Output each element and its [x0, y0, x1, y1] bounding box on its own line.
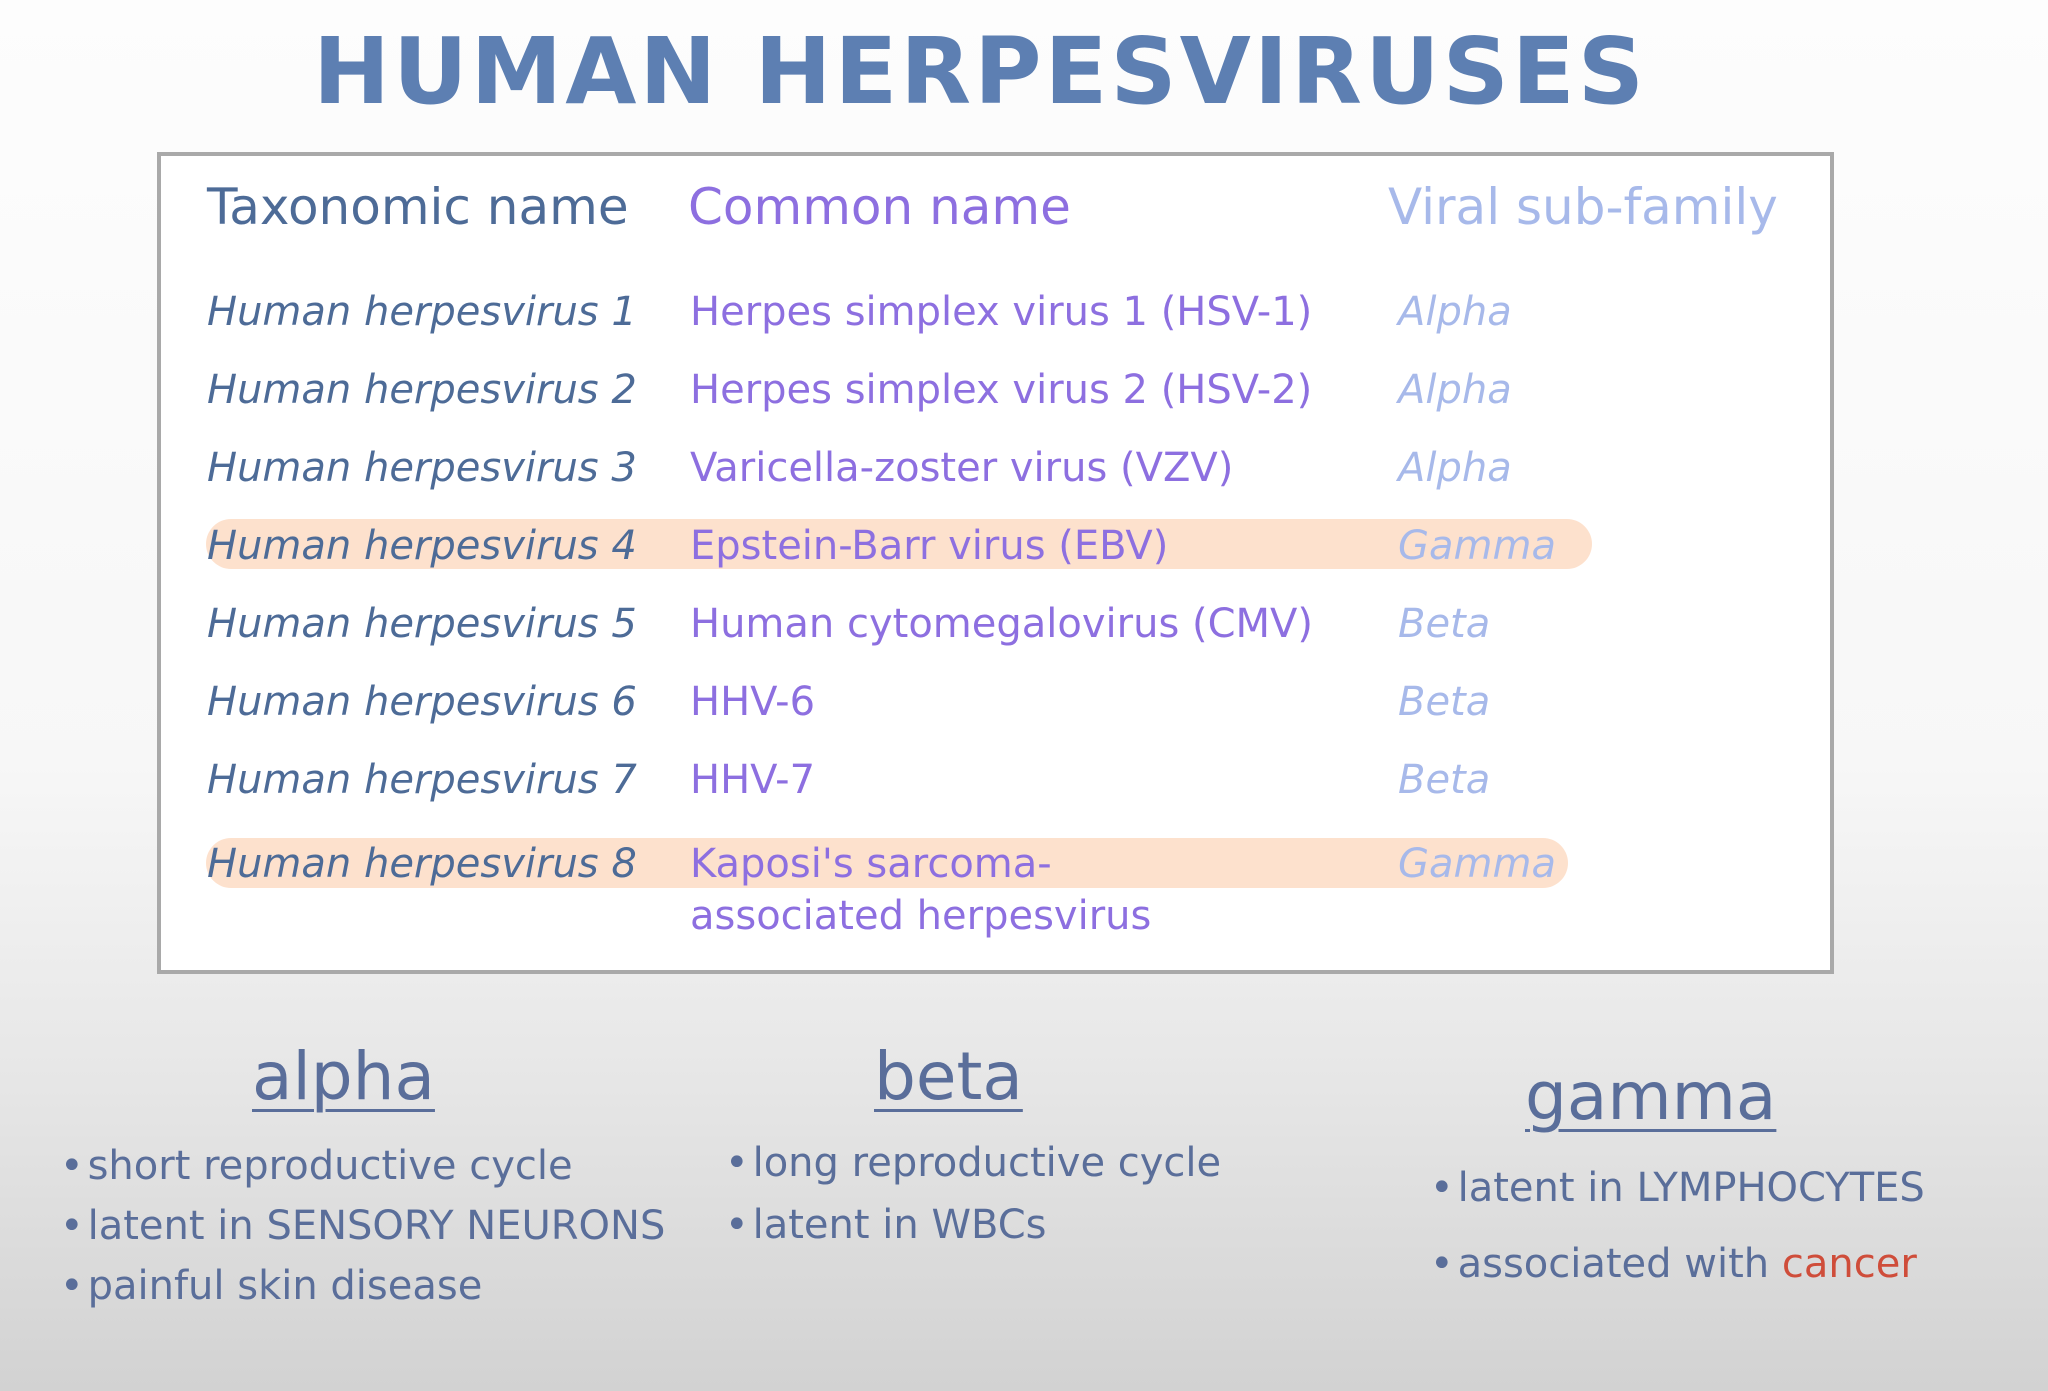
common-name-cell: Kaposi's sarcoma- [690, 841, 1052, 887]
bullet-item: long reproductive cycle [725, 1132, 1222, 1194]
common-name-cell-continued: associated herpesvirus [690, 893, 1152, 939]
subfamily-cell: Alpha [1398, 367, 1512, 413]
bullet-text: associated with [1457, 1241, 1782, 1287]
subfamily-cell: Beta [1398, 601, 1491, 647]
taxonomic-name-cell: Human herpesvirus 8 [207, 841, 637, 887]
subfamily-cell: Beta [1398, 679, 1491, 725]
cancer-keyword: cancer [1781, 1241, 1917, 1287]
header-viral-subfamily: Viral sub-family [1388, 178, 1778, 236]
taxonomic-name-cell: Human herpesvirus 7 [207, 757, 637, 803]
common-name-cell: HHV-6 [690, 679, 816, 725]
bullet-item: associated with cancer [1430, 1228, 1925, 1300]
alpha-heading: alpha [252, 1038, 435, 1115]
common-name-cell: Varicella-zoster virus (VZV) [690, 445, 1234, 491]
taxonomic-name-cell: Human herpesvirus 1 [207, 289, 637, 335]
bullet-item: latent in LYMPHOCYTES [1430, 1152, 1925, 1224]
taxonomic-name-cell: Human herpesvirus 5 [207, 601, 637, 647]
beta-bullet-list: long reproductive cycle latent in WBCs [725, 1132, 1222, 1256]
common-name-cell: Herpes simplex virus 1 (HSV-1) [690, 289, 1313, 335]
subfamily-cell: Gamma [1398, 523, 1556, 569]
taxonomic-name-cell: Human herpesvirus 2 [207, 367, 637, 413]
bullet-item: latent in SENSORY NEURONS [60, 1196, 666, 1256]
alpha-bullet-list: short reproductive cycle latent in SENSO… [60, 1136, 666, 1316]
bullet-item: painful skin disease [60, 1256, 665, 1316]
taxonomic-name-cell: Human herpesvirus 3 [207, 445, 637, 491]
gamma-bullet-list: latent in LYMPHOCYTES associated with ca… [1430, 1152, 1925, 1296]
subfamily-cell: Gamma [1398, 841, 1556, 887]
header-common-name: Common name [688, 178, 1071, 236]
subfamily-cell: Beta [1398, 757, 1491, 803]
common-name-cell: HHV-7 [690, 757, 816, 803]
bullet-item: short reproductive cycle [60, 1136, 665, 1196]
subfamily-cell: Alpha [1398, 289, 1512, 335]
common-name-cell: Epstein-Barr virus (EBV) [690, 523, 1169, 569]
subfamily-cell: Alpha [1398, 445, 1512, 491]
taxonomic-name-cell: Human herpesvirus 6 [207, 679, 637, 725]
row-highlight-hhv4 [206, 519, 1592, 569]
page-title: HUMAN HERPESVIRUSES [312, 18, 1648, 125]
common-name-cell: Human cytomegalovirus (CMV) [690, 601, 1314, 647]
taxonomic-name-cell: Human herpesvirus 4 [207, 523, 637, 569]
gamma-heading: gamma [1525, 1058, 1777, 1135]
beta-heading: beta [874, 1038, 1023, 1115]
common-name-cell: Herpes simplex virus 2 (HSV-2) [690, 367, 1313, 413]
row-highlight-hhv8 [206, 838, 1568, 888]
header-taxonomic-name: Taxonomic name [207, 178, 629, 236]
bullet-item: latent in WBCs [725, 1194, 1221, 1256]
